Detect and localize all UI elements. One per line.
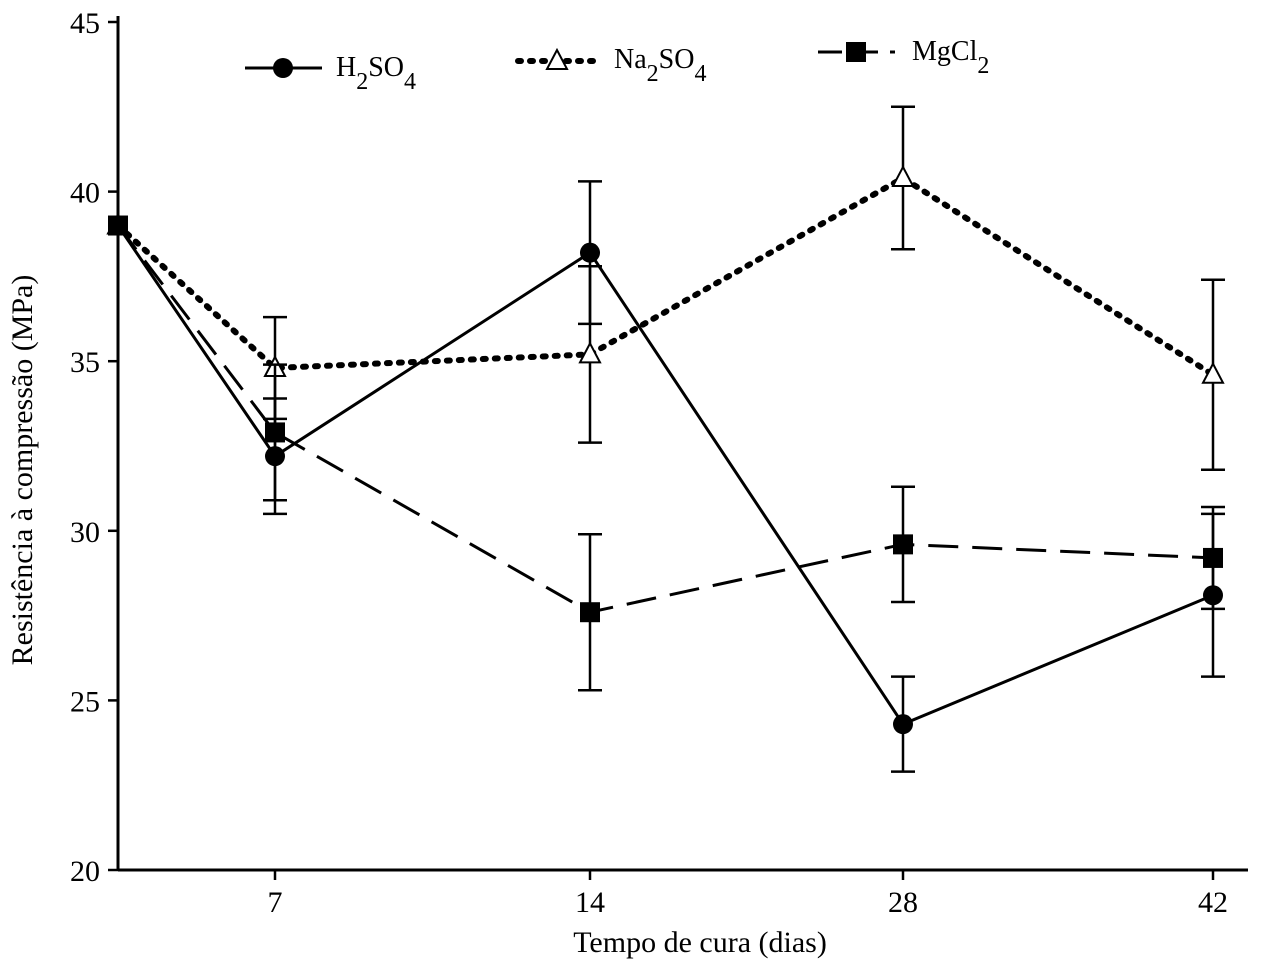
axes: 20 25 30 35 40 45 7 14 28 42	[70, 7, 1248, 919]
legend-item-mgcl2: MgCl2	[818, 36, 989, 79]
data-point	[580, 602, 600, 623]
y-tick-label: 20	[70, 855, 100, 888]
y-tick-label: 35	[70, 346, 100, 379]
y-tick-label: 25	[70, 685, 100, 718]
data-point	[578, 341, 602, 364]
series-mgcl2	[108, 215, 1225, 692]
y-tick-label: 40	[70, 177, 100, 210]
data-point	[1203, 547, 1223, 568]
x-tick-label: 14	[575, 886, 605, 919]
legend-item-h2so4: H2SO4	[245, 52, 416, 95]
data-point	[891, 164, 915, 188]
legend-label: Na2SO4	[614, 44, 706, 87]
legend-marker	[846, 42, 866, 62]
legend-label: H2SO4	[336, 52, 416, 95]
y-tick-label: 45	[70, 7, 100, 40]
data-point	[580, 242, 600, 263]
data-point	[893, 714, 913, 735]
y-axis-title: Resistência à compressão (MPa)	[6, 275, 39, 666]
data-point	[1201, 361, 1225, 384]
series-line	[115, 174, 1216, 378]
data-point	[108, 215, 128, 236]
legend-marker	[545, 47, 569, 70]
y-tick-label: 30	[70, 516, 100, 549]
x-tick-label: 28	[888, 886, 918, 919]
legend: H2SO4 Na2SO4 MgCl2	[245, 36, 989, 95]
x-axis-title: Tempo de cura (dias)	[573, 926, 827, 959]
x-tick-label: 42	[1198, 886, 1228, 919]
series-line	[116, 224, 1214, 727]
data-point	[265, 422, 285, 443]
series-layer	[106, 105, 1225, 773]
legend-marker	[273, 58, 293, 78]
legend-item-na2so4: Na2SO4	[515, 44, 706, 87]
x-tick-label: 7	[268, 886, 283, 919]
data-point	[893, 534, 913, 555]
legend-label: MgCl2	[912, 36, 989, 79]
